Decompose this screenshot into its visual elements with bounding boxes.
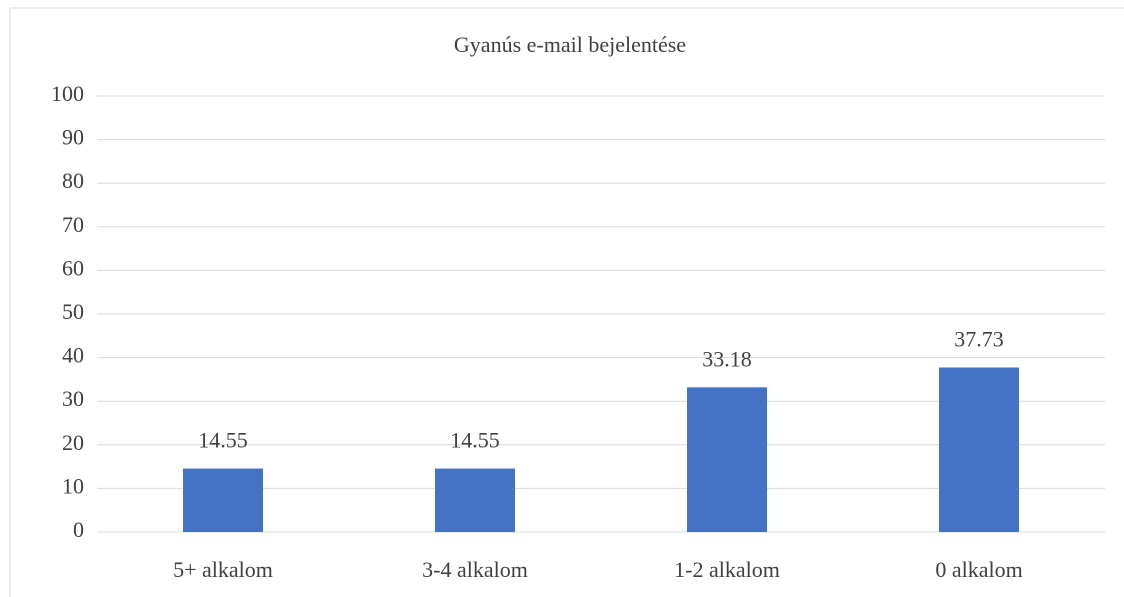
y-tick-label: 0 (73, 517, 84, 542)
x-tick-label: 0 alkalom (935, 557, 1022, 582)
chart-border (9, 7, 1124, 597)
y-tick-label: 90 (62, 125, 84, 150)
y-tick-label: 20 (62, 430, 84, 455)
data-label: 14.55 (450, 428, 500, 453)
x-tick-label: 1-2 alkalom (674, 557, 780, 582)
data-label: 14.55 (198, 428, 248, 453)
y-tick-label: 50 (62, 299, 84, 324)
y-tick-label: 30 (62, 386, 84, 411)
y-tick-label: 60 (62, 255, 84, 280)
data-label: 37.73 (954, 327, 1004, 352)
y-tick-label: 80 (62, 168, 84, 193)
bar (183, 468, 263, 532)
y-tick-label: 40 (62, 343, 84, 368)
data-label: 33.18 (702, 346, 752, 371)
bar (687, 387, 767, 532)
x-tick-label: 3-4 alkalom (422, 557, 528, 582)
y-tick-label: 70 (62, 212, 84, 237)
x-tick-label: 5+ alkalom (173, 557, 273, 582)
bar (939, 367, 1019, 532)
bar (435, 468, 515, 532)
y-tick-label: 100 (51, 81, 84, 106)
chart-title: Gyanús e-mail bejelentése (454, 32, 686, 57)
y-tick-label: 10 (62, 473, 84, 498)
